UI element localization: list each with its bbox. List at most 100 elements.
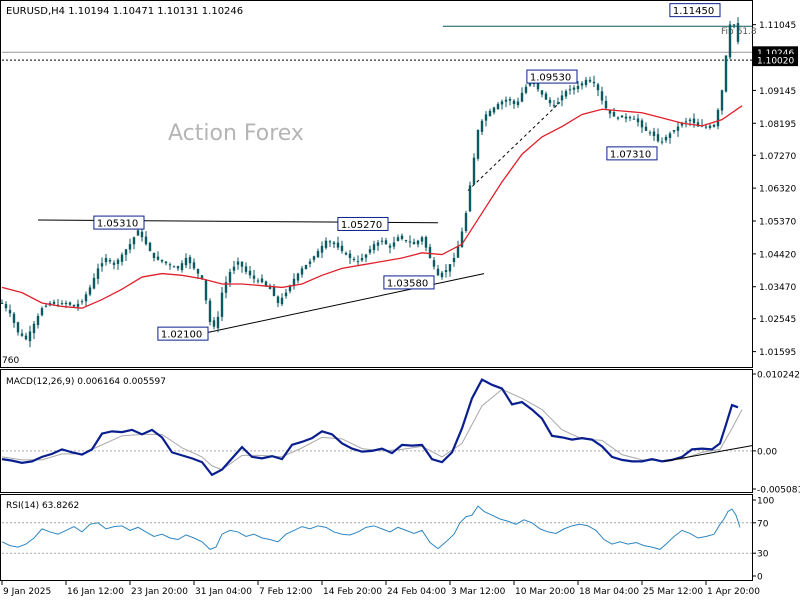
candle-body	[340, 245, 344, 252]
candle-body	[60, 303, 64, 305]
candle-body	[544, 93, 548, 100]
candle-body	[136, 230, 140, 236]
candle-body	[444, 270, 448, 273]
candle-body	[364, 254, 368, 258]
x-tick-label: 16 Jan 12:00	[67, 587, 124, 597]
candle-body	[660, 141, 664, 143]
candle-body	[156, 256, 160, 260]
candle-body	[228, 271, 232, 283]
candle-body	[476, 130, 480, 159]
rsi-layer	[1, 505, 752, 554]
candle-body	[224, 282, 228, 293]
candle-body	[124, 249, 128, 255]
annotation-box	[606, 146, 658, 161]
x-tick-label: 24 Feb 04:00	[387, 587, 446, 597]
x-tick-label: 18 Mar 04:00	[579, 587, 639, 597]
candle-body	[184, 258, 188, 266]
candle-body	[80, 301, 84, 303]
candle-body	[528, 83, 532, 86]
candle-body	[608, 109, 612, 114]
candle-body	[376, 242, 380, 246]
rsi-title: RSI(14) 63.8262	[6, 501, 79, 511]
candle-body	[520, 92, 524, 102]
candle-body	[16, 322, 20, 333]
candle-body	[600, 91, 604, 101]
candle-body	[352, 258, 356, 260]
price-layer: 1.05310 1.05270 1.02100 1.03580 1.09530 1.073…	[0, 3, 752, 348]
rsi-tick-label: 100	[757, 497, 774, 507]
candle-body	[508, 99, 512, 101]
y-tick-label: 1.05370	[759, 218, 796, 228]
y-tick-label: 1.08195	[759, 120, 796, 130]
price-annotation: 1.03580	[383, 275, 435, 290]
x-tick-label: 23 Jan 20:00	[131, 587, 188, 597]
candle-body	[308, 261, 312, 264]
candle-body	[160, 259, 164, 262]
candle-body	[244, 266, 248, 272]
candle-body	[164, 261, 168, 264]
candle-body	[412, 241, 416, 245]
rsi-line	[1, 505, 741, 550]
annotation-label: 1.05310	[97, 219, 138, 230]
macd-tick-label: 0.010242	[757, 370, 800, 380]
price-annotation: 1.07310	[606, 146, 658, 161]
candle-body	[280, 297, 284, 305]
candle-body	[612, 112, 616, 117]
symbol-header: EURUSD,H4 1.10194 1.10471 1.10131 1.1024…	[6, 6, 243, 17]
candle-body	[496, 104, 500, 110]
candle-body	[468, 185, 472, 212]
candle-body	[196, 268, 200, 274]
x-tick-label: 7 Feb 12:00	[259, 587, 313, 597]
candle-body	[140, 231, 144, 238]
candle-body	[572, 87, 576, 90]
price-tag: 1.10020	[753, 54, 798, 67]
candle-body	[584, 79, 588, 85]
candle-body	[560, 95, 564, 101]
candle-body	[112, 262, 116, 265]
price-tag-label: 1.10020	[757, 57, 794, 67]
candle-body	[440, 272, 444, 278]
candle-body	[368, 249, 372, 253]
candle-body	[304, 264, 308, 270]
candle-body	[372, 244, 376, 251]
candle-body	[716, 109, 720, 127]
annotation-label: 1.03580	[387, 278, 428, 289]
candle-body	[120, 254, 124, 262]
candle-body	[664, 136, 668, 141]
candle-body	[684, 121, 688, 123]
candle-body	[652, 131, 656, 137]
rsi-tick-label: 0	[757, 573, 763, 583]
annotation-box	[526, 69, 578, 84]
candle-body	[208, 300, 212, 323]
candle-body	[288, 285, 292, 292]
candle-body	[500, 101, 504, 105]
annotation-label: 1.02100	[161, 330, 202, 341]
candle-body	[336, 242, 340, 248]
candle-body	[148, 242, 152, 252]
candle-body	[104, 258, 108, 263]
candle-body	[648, 132, 652, 134]
candle-body	[732, 24, 736, 26]
candle-body	[396, 237, 400, 241]
candle-body	[40, 308, 44, 316]
candle-body	[8, 309, 12, 314]
candle-body	[480, 120, 484, 132]
candle-body	[268, 285, 272, 290]
candle-body	[328, 241, 332, 243]
candle-body	[576, 85, 580, 89]
candle-body	[68, 302, 72, 305]
price-annotation: 1.05270	[337, 216, 389, 231]
candle-body	[348, 253, 352, 259]
candle-body	[204, 279, 208, 301]
macd-panel-frame	[0, 369, 753, 493]
candle-body	[96, 268, 100, 279]
candle-body	[688, 119, 692, 122]
candle-body	[724, 55, 728, 92]
rsi-tick-label: 70	[757, 519, 769, 529]
candle-body	[152, 252, 156, 259]
candle-body	[632, 118, 636, 120]
candle-body	[168, 264, 172, 266]
candle-body	[472, 157, 476, 185]
candle-body	[436, 268, 440, 276]
